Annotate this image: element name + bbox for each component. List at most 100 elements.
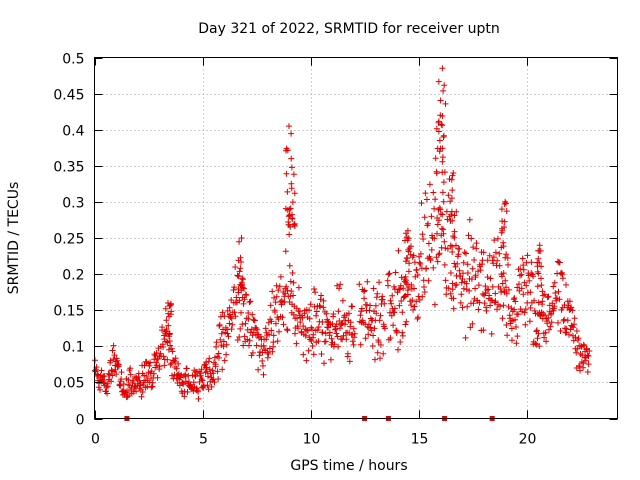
- data-point: [204, 382, 211, 389]
- data-point: [385, 282, 391, 289]
- data-point: [231, 309, 238, 316]
- data-point: [440, 134, 447, 140]
- data-point: [468, 276, 475, 283]
- data-point: [284, 188, 291, 195]
- data-point: [416, 259, 423, 266]
- data-point: [357, 312, 364, 319]
- data-point: [585, 353, 592, 359]
- data-point: [512, 316, 518, 323]
- data-point: [492, 290, 499, 297]
- data-point: [453, 281, 460, 288]
- data-point: [466, 216, 473, 223]
- data-point: [508, 305, 515, 312]
- data-point: [518, 271, 525, 278]
- data-point: [265, 319, 272, 326]
- data-point: [518, 285, 525, 292]
- data-point: [290, 292, 297, 299]
- data-point: [238, 309, 244, 316]
- data-point: [360, 288, 367, 295]
- data-point: [266, 331, 273, 338]
- data-point: [166, 333, 172, 340]
- data-point: [526, 318, 533, 325]
- data-point: [490, 260, 497, 267]
- data-point: [406, 260, 413, 267]
- data-point: [500, 302, 507, 309]
- data-point: [305, 347, 312, 354]
- data-point: [571, 315, 578, 322]
- data-point: [183, 365, 190, 372]
- data-point: [328, 335, 335, 342]
- data-point: [160, 353, 167, 360]
- data-point: [133, 388, 140, 395]
- data-point: [435, 78, 442, 85]
- data-point: [409, 297, 416, 304]
- data-point: [241, 333, 248, 340]
- data-point: [308, 338, 315, 344]
- data-point: [570, 324, 577, 331]
- data-point: [148, 384, 155, 391]
- data-point: [532, 340, 539, 347]
- data-point: [411, 303, 418, 310]
- data-point: [184, 389, 191, 395]
- data-point: [475, 268, 481, 275]
- data-point: [271, 294, 277, 301]
- data-point: [118, 376, 125, 383]
- data-point: [449, 187, 456, 194]
- data-point: [333, 330, 340, 337]
- data-point: [423, 196, 430, 203]
- data-point: [530, 273, 537, 280]
- data-point: [314, 327, 321, 333]
- data-point: [250, 316, 257, 323]
- data-point: [277, 273, 284, 280]
- data-point: [165, 346, 172, 353]
- data-point: [293, 340, 300, 347]
- data-point: [393, 328, 400, 335]
- data-point: [366, 321, 372, 328]
- y-tick-label: 0.3: [62, 196, 84, 212]
- data-point: [387, 335, 394, 341]
- data-point: [517, 272, 523, 279]
- data-point: [334, 333, 341, 340]
- data-point: [337, 325, 343, 332]
- data-point: [449, 243, 456, 250]
- data-point: [494, 257, 501, 264]
- data-point: [216, 354, 222, 361]
- data-point: [107, 357, 114, 364]
- data-point: [195, 395, 202, 402]
- data-point: [289, 270, 296, 276]
- data-point: [578, 359, 585, 365]
- data-point: [540, 292, 547, 299]
- data-point: [497, 303, 504, 310]
- data-point: [586, 348, 593, 354]
- data-point: [392, 269, 399, 276]
- data-point: [503, 251, 510, 258]
- data-point: [479, 291, 486, 297]
- data-point: [492, 249, 499, 256]
- data-point: [413, 266, 420, 273]
- data-point: [276, 283, 283, 290]
- data-point: [103, 384, 110, 391]
- data-point: [155, 355, 162, 362]
- data-point: [373, 310, 380, 317]
- data-point: [330, 311, 337, 317]
- data-point: [367, 324, 374, 331]
- data-point: [94, 371, 101, 378]
- data-point: [463, 250, 469, 257]
- data-point: [496, 262, 503, 269]
- data-point: [498, 206, 505, 213]
- data-point: [127, 365, 134, 372]
- data-point: [163, 338, 170, 345]
- data-point: [570, 337, 577, 344]
- data-point: [246, 337, 253, 344]
- data-point: [538, 275, 544, 282]
- data-point: [533, 341, 540, 348]
- data-point: [551, 279, 558, 286]
- data-point: [458, 279, 465, 286]
- data-point: [303, 357, 310, 364]
- data-point: [546, 326, 552, 333]
- data-point: [450, 233, 457, 240]
- data-point: [272, 309, 278, 315]
- data-point: [450, 170, 457, 176]
- data-point: [460, 285, 467, 292]
- data-point: [388, 312, 395, 319]
